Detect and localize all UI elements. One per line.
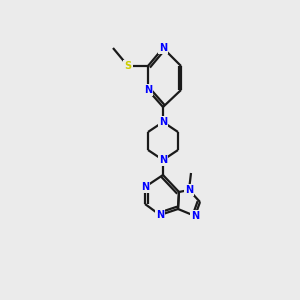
Text: N: N: [141, 182, 149, 192]
Text: N: N: [159, 155, 167, 165]
Text: N: N: [185, 185, 193, 195]
Text: N: N: [191, 211, 199, 221]
Text: N: N: [159, 43, 167, 53]
Text: S: S: [124, 61, 132, 71]
Text: N: N: [159, 117, 167, 127]
Text: N: N: [156, 210, 164, 220]
Text: N: N: [144, 85, 152, 95]
